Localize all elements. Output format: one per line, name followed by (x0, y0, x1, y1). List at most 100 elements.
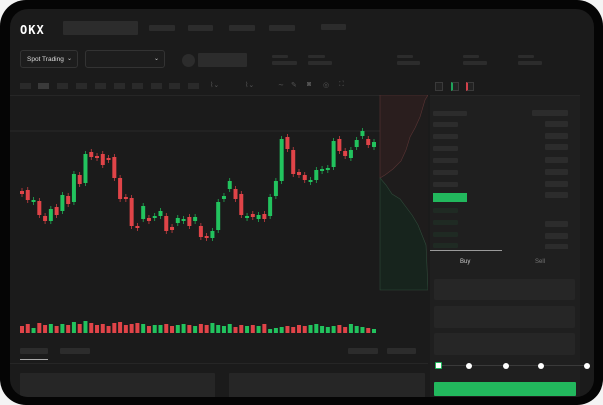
volume-bar (221, 326, 226, 333)
candle-body (135, 226, 140, 228)
ask-price[interactable] (433, 182, 458, 187)
tab-buy[interactable]: Buy (460, 259, 471, 265)
pencil-icon[interactable]: ✎ (291, 82, 297, 89)
amount-input[interactable] (434, 306, 575, 328)
ask-amount (545, 192, 568, 198)
candle-type-icon[interactable]: ⌇⌄ (210, 82, 220, 89)
volume-bar (250, 325, 255, 333)
interval-button[interactable] (188, 83, 199, 89)
tab-order-history[interactable] (60, 348, 90, 354)
volume-bar (37, 323, 42, 333)
tab-open-orders[interactable] (20, 348, 48, 354)
bid-price[interactable] (433, 220, 458, 225)
nav-item[interactable] (188, 25, 213, 31)
buy-button[interactable] (434, 382, 576, 396)
nav-item[interactable] (269, 25, 295, 31)
interval-button-active[interactable] (38, 83, 49, 89)
stat-label (518, 55, 534, 58)
ask-price[interactable] (433, 146, 458, 151)
line-tool-icon[interactable]: ∼ (278, 82, 284, 89)
volume-bar (372, 329, 376, 333)
candle-body (158, 211, 163, 216)
candle-body (164, 216, 169, 231)
slider-step-100[interactable] (584, 363, 590, 369)
interval-button[interactable] (76, 83, 87, 89)
ask-amount (545, 133, 568, 139)
order-book (430, 96, 580, 250)
ask-amount (545, 169, 568, 175)
interval-button[interactable] (20, 83, 31, 89)
orderbook-bids-icon[interactable] (451, 82, 459, 91)
interval-button[interactable] (57, 83, 68, 89)
orderbook-both-icon[interactable] (435, 82, 443, 91)
volume-bar (123, 325, 128, 333)
interval-button[interactable] (114, 83, 125, 89)
orderbook-header-amount (532, 110, 568, 116)
settings-icon[interactable]: ◎ (323, 82, 330, 89)
volume-bar (77, 324, 82, 333)
pair-dropdown[interactable]: ⌄ (85, 50, 165, 68)
volume-bar (89, 323, 94, 333)
candle-body (71, 174, 76, 202)
candle-body (118, 178, 123, 199)
bid-price[interactable] (433, 232, 458, 237)
filter-button[interactable] (387, 348, 416, 354)
positions-panel (229, 373, 425, 397)
slider-step-25[interactable] (466, 363, 472, 369)
candle-body (66, 196, 71, 204)
volume-bar (348, 324, 353, 333)
ask-price[interactable] (433, 158, 458, 163)
interval-button[interactable] (169, 83, 180, 89)
candle-body (129, 198, 134, 226)
nav-item[interactable] (149, 25, 175, 31)
volume-bar (152, 325, 157, 333)
slider-step-50[interactable] (503, 363, 509, 369)
interval-button[interactable] (95, 83, 106, 89)
candle-body (95, 156, 100, 158)
divider (430, 95, 580, 96)
volume-bar (354, 326, 359, 333)
camera-icon[interactable]: ◙ (307, 81, 312, 88)
stat-label (463, 55, 479, 58)
candle-body (227, 181, 232, 189)
candle-body (372, 142, 376, 147)
search-input[interactable] (63, 21, 138, 35)
tab-sell[interactable]: Sell (535, 259, 546, 265)
volume-bar (239, 325, 244, 333)
candle-body (296, 172, 301, 175)
candle-body (37, 201, 42, 215)
candle-body (279, 139, 284, 181)
ask-price[interactable] (433, 134, 458, 139)
stat-value (463, 61, 487, 65)
volume-bar (170, 326, 175, 333)
slider-step-75[interactable] (538, 363, 544, 369)
fullscreen-icon[interactable]: ⛶ (339, 81, 344, 88)
volume-bar (210, 323, 215, 333)
nav-item[interactable] (229, 25, 255, 31)
interval-button[interactable] (151, 83, 162, 89)
bid-price[interactable] (433, 243, 458, 248)
candle-body (250, 214, 255, 217)
candle-body (54, 207, 59, 215)
ask-amount (545, 121, 568, 127)
percent-slider[interactable] (438, 365, 588, 366)
candle-body (308, 180, 313, 182)
price-input[interactable] (434, 279, 575, 300)
volume-bar (198, 324, 203, 333)
nav-item[interactable] (321, 24, 346, 30)
candle-body (366, 139, 371, 145)
volume-bar (331, 326, 336, 333)
candlestick-chart[interactable] (10, 95, 428, 335)
filter-button[interactable] (348, 348, 378, 354)
slider-handle[interactable] (435, 362, 442, 369)
volume-bar (337, 325, 342, 333)
orderbook-asks-icon[interactable] (466, 82, 474, 91)
indicator-icon[interactable]: ⌇⌄ (245, 82, 255, 89)
stat-label (308, 55, 325, 58)
ask-price[interactable] (433, 122, 458, 127)
ask-price[interactable] (433, 170, 458, 175)
bid-price[interactable] (433, 208, 458, 213)
market-type-dropdown[interactable]: Spot Trading ⌄ (20, 50, 78, 68)
interval-button[interactable] (132, 83, 143, 89)
total-input[interactable] (434, 333, 575, 355)
